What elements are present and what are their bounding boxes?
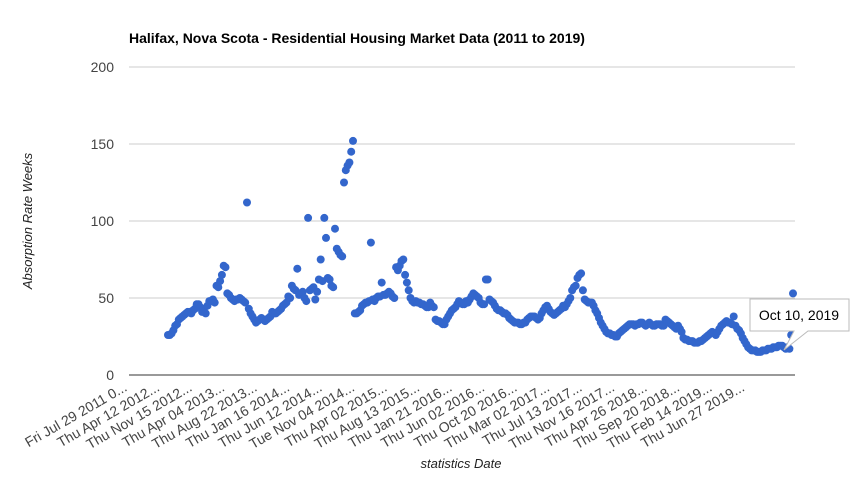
data-points (164, 136, 797, 356)
x-axis-ticks: Fri Jul 29 2011 0...Thu Apr 12 2012...Th… (22, 379, 747, 452)
y-axis-title: Absorption Rate Weeks (20, 152, 35, 290)
data-point[interactable] (302, 297, 311, 306)
data-point[interactable] (483, 275, 492, 284)
data-point[interactable] (377, 278, 386, 287)
data-point[interactable] (286, 294, 295, 302)
data-point[interactable] (566, 294, 575, 302)
y-tick-label: 0 (106, 367, 114, 383)
data-point[interactable] (390, 294, 399, 302)
data-point[interactable] (325, 275, 334, 284)
gridlines (129, 66, 795, 376)
data-point[interactable] (313, 287, 322, 296)
data-point[interactable] (366, 238, 375, 247)
data-point[interactable] (338, 252, 347, 261)
data-point[interactable] (402, 278, 411, 287)
x-axis-title: statistics Date (421, 456, 502, 471)
y-tick-label: 200 (91, 59, 115, 75)
data-point[interactable] (214, 283, 223, 292)
data-point[interactable] (329, 283, 338, 292)
data-point[interactable] (298, 287, 307, 296)
data-point[interactable] (677, 327, 686, 336)
data-point[interactable] (320, 213, 329, 222)
data-point[interactable] (201, 309, 210, 318)
data-point[interactable] (221, 263, 230, 272)
data-point[interactable] (304, 213, 313, 222)
data-point[interactable] (311, 295, 320, 304)
y-tick-label: 50 (98, 290, 114, 306)
data-point[interactable] (789, 289, 797, 298)
tooltip: Oct 10, 2019 (749, 298, 850, 351)
data-point[interactable] (571, 281, 580, 290)
data-point[interactable] (241, 298, 250, 307)
data-point[interactable] (347, 147, 356, 156)
tooltip-box (749, 298, 850, 351)
data-point[interactable] (345, 158, 354, 167)
data-point[interactable] (243, 198, 251, 207)
data-point[interactable] (399, 255, 408, 264)
y-tick-label: 150 (91, 136, 115, 152)
data-point[interactable] (429, 303, 438, 312)
data-point[interactable] (480, 300, 489, 309)
data-point[interactable] (331, 224, 339, 233)
y-axis-ticks: 0 50 100 150 200 (91, 59, 115, 383)
data-point[interactable] (216, 277, 225, 286)
data-point[interactable] (729, 312, 738, 321)
data-point[interactable] (210, 298, 219, 307)
data-point[interactable] (293, 264, 302, 273)
data-point[interactable] (577, 269, 586, 278)
data-point[interactable] (401, 270, 410, 279)
data-point[interactable] (578, 286, 587, 295)
data-point[interactable] (322, 233, 330, 242)
data-point[interactable] (349, 136, 357, 145)
data-point[interactable] (404, 286, 413, 295)
chart-title: Halifax, Nova Scota - Residential Housin… (129, 30, 585, 46)
tooltip-text: Oct 10, 2019 (759, 307, 839, 323)
data-point[interactable] (316, 255, 325, 264)
y-tick-label: 100 (91, 213, 115, 229)
data-point[interactable] (217, 270, 226, 279)
data-point[interactable] (340, 178, 348, 187)
